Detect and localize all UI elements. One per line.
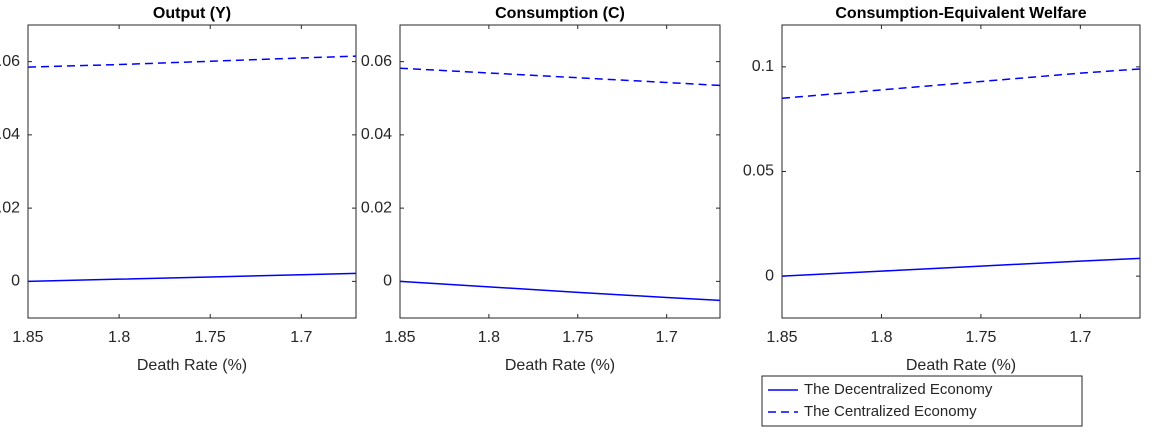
x-tick-label: 1.85 xyxy=(766,329,797,346)
x-axis-label: Death Rate (%) xyxy=(505,357,615,374)
x-tick-label: 1.75 xyxy=(562,329,593,346)
series-line xyxy=(399,280,721,302)
x-tick-label: 1.7 xyxy=(1069,329,1091,346)
x-tick-label: 1.85 xyxy=(384,329,415,346)
y-tick-label: 0 xyxy=(765,267,774,284)
x-tick-label: 1.8 xyxy=(870,329,892,346)
axes-box xyxy=(27,24,357,319)
series-line xyxy=(781,68,1141,99)
y-tick-label: 0.06 xyxy=(361,53,392,70)
y-tick-label: 0.02 xyxy=(361,199,392,216)
x-tick-label: 1.7 xyxy=(290,329,312,346)
series-line xyxy=(399,67,721,87)
x-tick-label: 1.75 xyxy=(965,329,996,346)
y-tick-label: 0.02 xyxy=(0,199,20,216)
legend-label: The Centralized Economy xyxy=(804,403,977,420)
chart-title: Output (Y) xyxy=(153,5,231,22)
y-tick-label: 0.05 xyxy=(743,163,774,180)
x-tick-label: 1.85 xyxy=(12,329,43,346)
y-tick-label: 0.06 xyxy=(0,53,20,70)
series-line xyxy=(27,272,357,283)
y-tick-label: 0.04 xyxy=(0,126,20,143)
x-tick-label: 1.7 xyxy=(656,329,678,346)
x-axis-label: Death Rate (%) xyxy=(137,357,247,374)
series-line xyxy=(781,257,1141,277)
x-tick-label: 1.8 xyxy=(108,329,130,346)
x-tick-label: 1.8 xyxy=(478,329,500,346)
y-tick-label: 0 xyxy=(11,273,20,290)
legend-label: The Decentralized Economy xyxy=(804,381,993,398)
chart-title: Consumption (C) xyxy=(495,5,625,22)
axes-box xyxy=(781,24,1141,319)
y-tick-label: 0.1 xyxy=(752,58,774,75)
chart-title: Consumption-Equivalent Welfare xyxy=(835,5,1086,22)
y-tick-label: 0.04 xyxy=(361,126,392,143)
legend-box xyxy=(761,375,1083,427)
series-line xyxy=(27,55,357,68)
y-tick-label: 0 xyxy=(383,273,392,290)
axes-box xyxy=(399,24,721,319)
x-tick-label: 1.75 xyxy=(195,329,226,346)
x-axis-label: Death Rate (%) xyxy=(906,357,1016,374)
